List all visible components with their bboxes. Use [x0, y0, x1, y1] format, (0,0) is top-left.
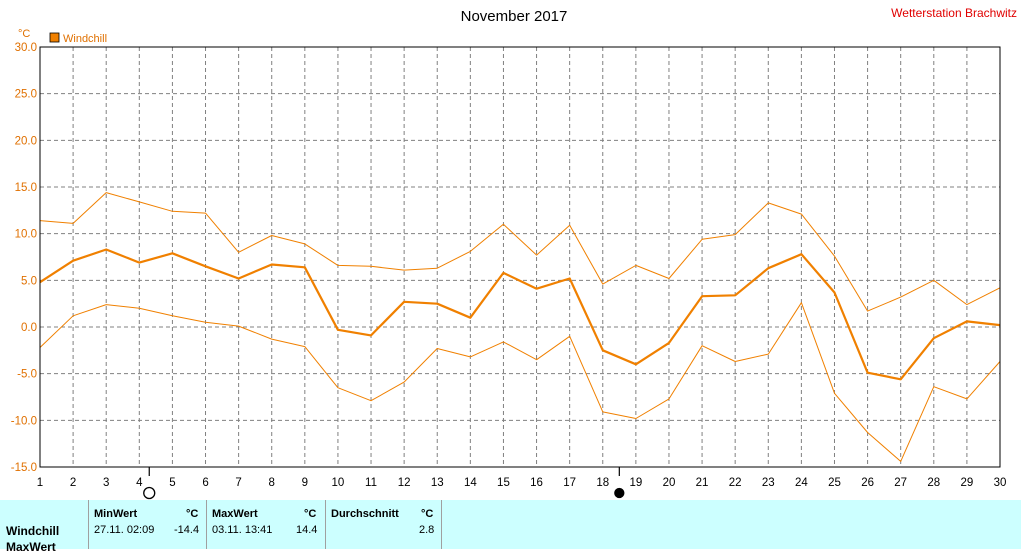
- x-tick-label: 28: [927, 477, 940, 489]
- y-tick-label: -5.0: [17, 369, 37, 381]
- legend-swatch: [49, 32, 60, 43]
- panel-divider: [88, 500, 89, 549]
- max-datetime: 03.11. 13:41: [212, 524, 273, 536]
- stats-row-label: Windchill: [6, 524, 60, 538]
- x-tick-label: 13: [431, 477, 444, 489]
- stats-row-label-2: MaxWert: [6, 540, 56, 554]
- panel-divider: [206, 500, 207, 549]
- min-value: -14.4: [174, 524, 200, 536]
- series-line-max: [39, 192, 1001, 312]
- panel-divider: [441, 500, 442, 549]
- chart-title: November 2017: [461, 8, 568, 25]
- x-tick-label: 9: [302, 477, 308, 489]
- panel-divider: [325, 500, 326, 549]
- min-datetime: 27.11. 02:09: [94, 524, 155, 536]
- min-header: MinWert: [94, 508, 138, 520]
- x-tick-label: 11: [365, 477, 377, 489]
- x-tick-label: 26: [861, 477, 874, 489]
- series-line-mean: [39, 248, 1001, 381]
- full-moon-icon: [143, 486, 156, 500]
- x-tick-label: 30: [994, 477, 1007, 489]
- y-tick-label: 20.0: [15, 135, 37, 147]
- max-unit-header: °C: [304, 508, 317, 520]
- y-tick-label: -15.0: [11, 462, 37, 474]
- x-tick-label: 4: [136, 477, 143, 489]
- y-tick-label: -10.0: [11, 415, 37, 427]
- y-tick-label: 10.0: [15, 229, 37, 241]
- grid: [40, 47, 1000, 467]
- y-tick-label: 15.0: [15, 182, 37, 194]
- plot-frame: [39, 46, 1001, 468]
- series-lines: [39, 192, 1001, 462]
- avg-unit-header: °C: [421, 508, 434, 520]
- new-moon-icon: [614, 487, 625, 499]
- moon-phase-markers: [143, 467, 625, 500]
- y-tick-label: 30.0: [15, 42, 37, 54]
- chart: November 2017 Wetterstation Brachwitz °C…: [11, 6, 1017, 500]
- x-tick-label: 20: [663, 477, 676, 489]
- x-tick-label: 16: [530, 477, 543, 489]
- x-tick-label: 17: [563, 477, 576, 489]
- x-tick-label: 27: [894, 477, 907, 489]
- station-name: Wetterstation Brachwitz: [891, 6, 1017, 20]
- x-axis-ticks: 1 2 3 4 5 6 7 8 9 10 11 12 13 14 15 16 17 18 19 20 21 22 23 24 2…: [37, 477, 1007, 489]
- x-tick-label: 7: [235, 477, 241, 489]
- legend-entry: Windchill: [63, 33, 107, 45]
- avg-value: 2.8: [419, 524, 435, 536]
- avg-header: Durchschnitt: [331, 508, 399, 520]
- x-tick-label: 21: [696, 477, 709, 489]
- x-tick-label: 22: [729, 477, 742, 489]
- max-value: 14.4: [296, 524, 318, 536]
- x-tick-label: 29: [960, 477, 973, 489]
- y-tick-label: 0.0: [21, 322, 37, 334]
- max-header: MaxWert: [212, 508, 258, 520]
- x-tick-label: 15: [497, 477, 510, 489]
- x-tick-label: 25: [828, 477, 841, 489]
- y-tick-label: 5.0: [21, 275, 37, 287]
- x-tick-label: 2: [70, 477, 76, 489]
- x-tick-label: 6: [202, 477, 208, 489]
- min-unit-header: °C: [186, 508, 199, 520]
- x-tick-label: 8: [269, 477, 275, 489]
- x-tick-label: 14: [464, 477, 477, 489]
- statistics-panel: Windchill MaxWert MinWert °C 27.11. 02:0…: [0, 500, 1021, 554]
- x-tick-label: 10: [332, 477, 345, 489]
- x-tick-label: 5: [169, 477, 175, 489]
- x-tick-label: 23: [762, 477, 775, 489]
- x-tick-label: 19: [629, 477, 642, 489]
- x-tick-label: 24: [795, 477, 808, 489]
- y-tick-label: 25.0: [15, 89, 37, 101]
- x-tick-label: 1: [37, 477, 43, 489]
- y-axis-ticks: -15.0 -10.0 -5.0 0.0 5.0 10.0 15.0 20.0 25.0 30.0: [11, 42, 37, 474]
- x-tick-label: 18: [596, 477, 609, 489]
- y-unit-label: °C: [18, 28, 30, 40]
- series-line-min: [39, 302, 1001, 462]
- x-tick-label: 3: [103, 477, 109, 489]
- x-tick-label: 12: [398, 477, 411, 489]
